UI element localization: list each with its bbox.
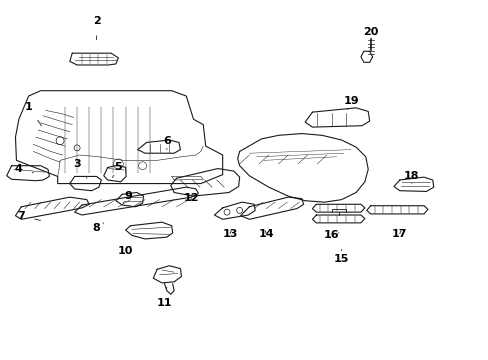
Text: 9: 9 bbox=[123, 191, 132, 203]
Text: 14: 14 bbox=[258, 229, 274, 239]
Text: 13: 13 bbox=[222, 229, 237, 239]
Text: 20: 20 bbox=[362, 27, 378, 48]
Text: 10: 10 bbox=[118, 246, 133, 256]
Text: 11: 11 bbox=[156, 287, 172, 308]
Text: 16: 16 bbox=[324, 230, 339, 240]
Text: 8: 8 bbox=[92, 223, 103, 233]
Text: 5: 5 bbox=[112, 162, 122, 177]
Text: 1: 1 bbox=[25, 102, 41, 126]
Text: 3: 3 bbox=[73, 159, 87, 178]
Text: 2: 2 bbox=[92, 16, 100, 40]
Text: 17: 17 bbox=[391, 229, 407, 239]
Text: 4: 4 bbox=[15, 164, 33, 174]
Text: 19: 19 bbox=[343, 96, 358, 109]
Text: 18: 18 bbox=[403, 171, 419, 184]
Text: 7: 7 bbox=[18, 211, 41, 221]
Text: 12: 12 bbox=[183, 193, 199, 203]
Text: 6: 6 bbox=[163, 136, 170, 150]
Text: 15: 15 bbox=[333, 249, 348, 264]
